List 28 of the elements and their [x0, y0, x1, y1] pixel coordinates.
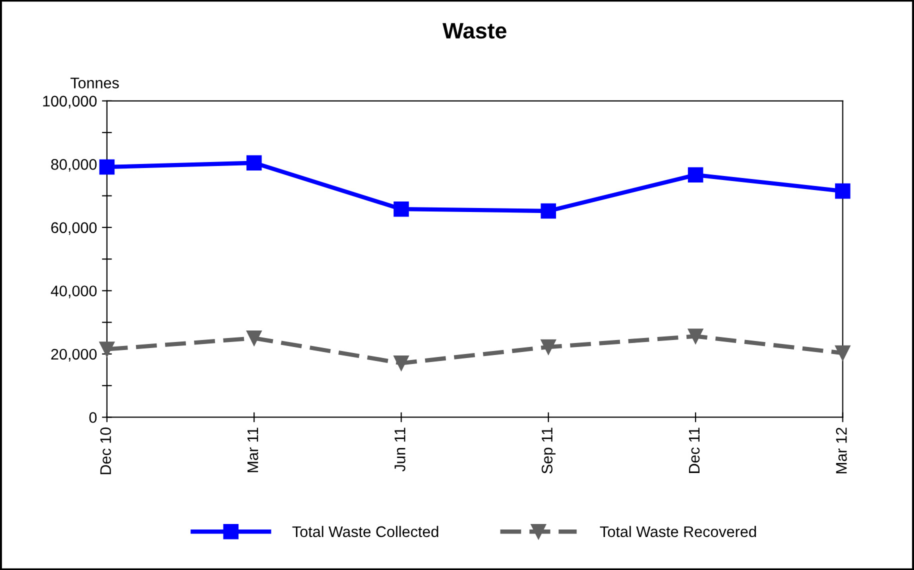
x-tick-label: Dec 11	[688, 428, 700, 473]
point	[688, 328, 704, 344]
point	[835, 183, 850, 199]
y-tick-label: 20,000	[51, 348, 97, 362]
x-tick-label: Mar 12	[836, 428, 847, 474]
y-tick-label: 0	[89, 412, 97, 423]
x-tick-label: Jun 11	[394, 428, 406, 472]
point	[394, 201, 409, 217]
point	[688, 167, 704, 183]
x-tick-label: Mar 11	[248, 428, 258, 472]
y-axis-title: Tonnes	[70, 78, 119, 88]
x-tick-label: Dec 10	[100, 428, 112, 474]
point	[540, 339, 556, 355]
chart-title: Waste	[442, 23, 506, 39]
point	[835, 345, 850, 361]
point	[246, 155, 262, 171]
x-tick-label: Sep 11	[542, 428, 556, 474]
y-tick-label: 60,000	[51, 222, 97, 235]
point	[99, 159, 115, 175]
y-tick-label: 40,000	[50, 286, 97, 298]
point	[394, 356, 409, 371]
point	[246, 330, 262, 346]
y-tick-label: 80,000	[51, 159, 97, 172]
point	[99, 342, 115, 357]
y-tick-label: 100,000	[43, 96, 97, 108]
point	[540, 203, 556, 219]
legend-label: Total Waste Collected	[292, 526, 438, 538]
legend-label: Total Waste Recovered	[600, 526, 756, 538]
